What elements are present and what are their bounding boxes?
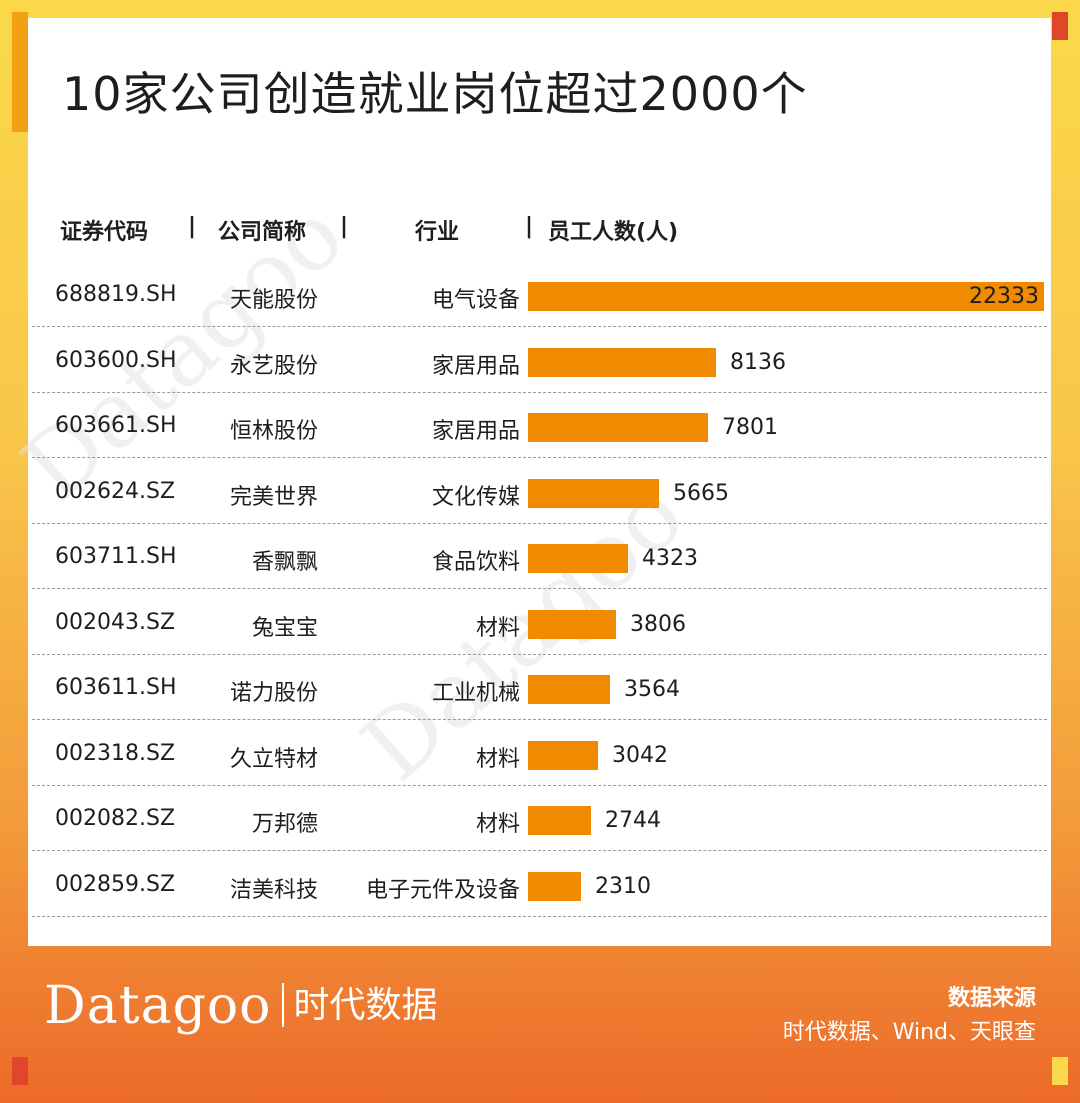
corner-accent [12,12,28,132]
bar [528,872,581,901]
bar-value-label: 3806 [630,612,686,637]
brand-name: Datagoo [44,976,272,1036]
bar-value-label: 2310 [595,874,651,899]
brand-divider [281,983,284,1027]
row-separator [32,457,1047,458]
row-industry: 材料 [475,747,520,772]
table-row: 002624.SZ 完美世界 文化传媒 5665 [28,459,1051,524]
corner-accent [1052,1057,1068,1085]
table-row: 002318.SZ 久立特材 材料 3042 [28,721,1051,786]
chart-title: 10家公司创造就业岗位超过2000个 [62,67,808,121]
header-employees: 员工人数(人) [548,220,679,245]
row-code: 002624.SZ [55,479,176,504]
bar-value-label: 5665 [673,481,729,506]
row-industry: 材料 [475,616,520,641]
row-industry: 文化传媒 [431,485,520,510]
row-industry: 电子元件及设备 [365,878,520,903]
row-separator [32,850,1047,851]
row-company-name: 完美世界 [229,485,318,510]
bar-value-label: 3042 [612,743,668,768]
bar [528,675,610,704]
row-company-name: 恒林股份 [229,419,318,444]
row-code: 603661.SH [55,413,177,438]
row-company-name: 天能股份 [229,288,318,313]
header-divider: | [525,214,534,239]
row-industry: 电气设备 [431,288,520,313]
row-separator [32,654,1047,655]
row-company-name: 香飘飘 [251,550,318,575]
row-separator [32,326,1047,327]
header-code: 证券代码 [60,220,149,245]
row-separator [32,523,1047,524]
bar [528,282,1044,311]
row-company-name: 兔宝宝 [251,616,318,641]
row-separator [32,785,1047,786]
brand-logo: Datagoo 时代数据 [44,976,438,1036]
table-row: 603600.SH 永艺股份 家居用品 8136 [28,328,1051,393]
corner-accent [1052,12,1068,40]
header-divider: | [340,214,349,239]
row-code: 002082.SZ [55,806,176,831]
row-company-name: 洁美科技 [229,878,318,903]
row-code: 603711.SH [55,544,177,569]
bar [528,610,616,639]
bar [528,413,708,442]
row-code: 002318.SZ [55,741,176,766]
footer: Datagoo 时代数据 数据来源 时代数据、Wind、天眼查 [0,946,1080,1086]
bar-value-label: 8136 [730,350,786,375]
row-company-name: 诺力股份 [229,681,318,706]
bar [528,348,716,377]
bar-value-label: 3564 [624,677,680,702]
row-separator [32,588,1047,589]
bar-value-label: 22333 [969,284,1039,309]
row-industry: 家居用品 [431,419,520,444]
header-name: 公司简称 [218,220,307,245]
row-separator [32,719,1047,720]
row-separator [32,916,1047,917]
chart-panel: Datagoo Datagoo 10家公司创造就业岗位超过2000个 证券代码 … [2,18,1051,946]
row-code: 603600.SH [55,348,177,373]
table-row: 002082.SZ 万邦德 材料 2744 [28,786,1051,851]
row-industry: 食品饮料 [431,550,520,575]
corner-accent [12,1057,28,1085]
row-code: 603611.SH [55,675,177,700]
brand-cn: 时代数据 [293,985,438,1026]
header-industry: 行业 [415,220,460,245]
row-industry: 材料 [475,812,520,837]
row-industry: 家居用品 [431,354,520,379]
row-code: 002043.SZ [55,610,176,635]
table-row: 603711.SH 香飘飘 食品饮料 4323 [28,524,1051,589]
row-company-name: 万邦德 [251,812,318,837]
table-row: 688819.SH 天能股份 电气设备 22333 [28,262,1051,327]
row-code: 002859.SZ [55,872,176,897]
bar [528,544,628,573]
table-row: 603611.SH 诺力股份 工业机械 3564 [28,655,1051,720]
row-company-name: 永艺股份 [229,354,318,379]
row-industry: 工业机械 [431,681,520,706]
row-company-name: 久立特材 [229,747,318,772]
table-header: 证券代码 | 公司简称 | 行业 | 员工人数(人) [28,214,1051,254]
header-divider: | [188,214,197,239]
row-code: 688819.SH [55,282,177,307]
table-row: 002859.SZ 洁美科技 电子元件及设备 2310 [28,852,1051,917]
row-separator [32,392,1047,393]
bar [528,741,598,770]
bar [528,806,591,835]
bar-value-label: 2744 [605,808,661,833]
table-row: 002043.SZ 兔宝宝 材料 3806 [28,590,1051,655]
bar-value-label: 4323 [642,546,698,571]
bar-value-label: 7801 [722,415,778,440]
bar [528,479,659,508]
source-label: 数据来源 [947,986,1036,1011]
table-row: 603661.SH 恒林股份 家居用品 7801 [28,393,1051,458]
source-text: 时代数据、Wind、天眼查 [782,1020,1036,1045]
